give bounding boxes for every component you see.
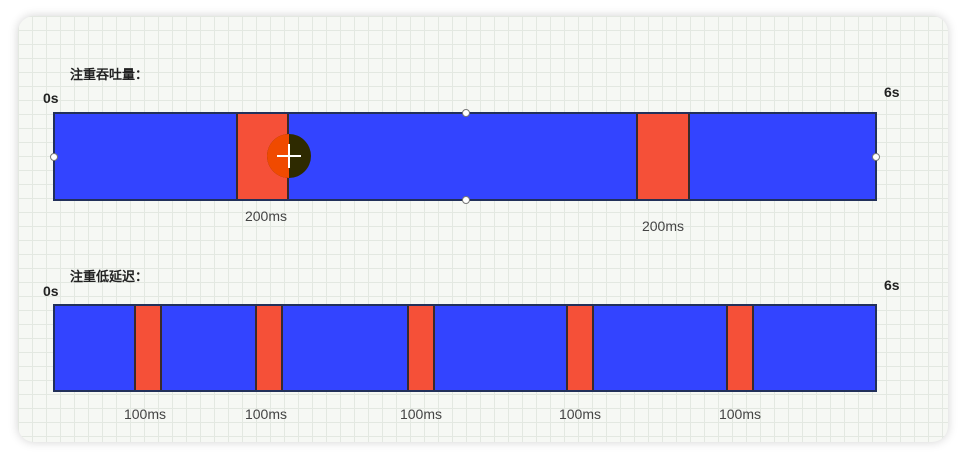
resize-handle-bottom[interactable] bbox=[462, 196, 470, 204]
canvas: 注重吞吐量： 0s 6s 200ms 200ms 注重低延迟： 0s 6s 10… bbox=[18, 16, 948, 442]
crosshair-cursor-icon bbox=[267, 134, 311, 178]
low-latency-pause-5[interactable] bbox=[726, 306, 754, 390]
low-latency-pause-5-label: 100ms bbox=[718, 406, 762, 422]
low-latency-pause-3[interactable] bbox=[407, 306, 435, 390]
throughput-start-label: 0s bbox=[43, 90, 59, 106]
throughput-timeline-bar[interactable] bbox=[53, 112, 877, 201]
low-latency-pause-4[interactable] bbox=[566, 306, 594, 390]
low-latency-pause-1[interactable] bbox=[134, 306, 162, 390]
throughput-pause-2-label: 200ms bbox=[641, 218, 685, 234]
throughput-pause-1-label: 200ms bbox=[244, 208, 288, 224]
low-latency-pause-1-label: 100ms bbox=[123, 406, 167, 422]
resize-handle-left[interactable] bbox=[50, 153, 58, 161]
low-latency-end-label: 6s bbox=[884, 277, 900, 293]
low-latency-start-label: 0s bbox=[43, 283, 59, 299]
throughput-end-label: 6s bbox=[884, 84, 900, 100]
resize-handle-top[interactable] bbox=[462, 109, 470, 117]
low-latency-pause-2-label: 100ms bbox=[244, 406, 288, 422]
throughput-pause-2[interactable] bbox=[636, 114, 690, 199]
low-latency-pause-2[interactable] bbox=[255, 306, 283, 390]
throughput-title: 注重吞吐量： bbox=[70, 68, 149, 83]
resize-handle-right[interactable] bbox=[872, 153, 880, 161]
low-latency-title: 注重低延迟： bbox=[70, 270, 149, 285]
low-latency-pause-3-label: 100ms bbox=[399, 406, 443, 422]
low-latency-timeline-bar[interactable] bbox=[53, 304, 877, 392]
low-latency-pause-4-label: 100ms bbox=[558, 406, 602, 422]
